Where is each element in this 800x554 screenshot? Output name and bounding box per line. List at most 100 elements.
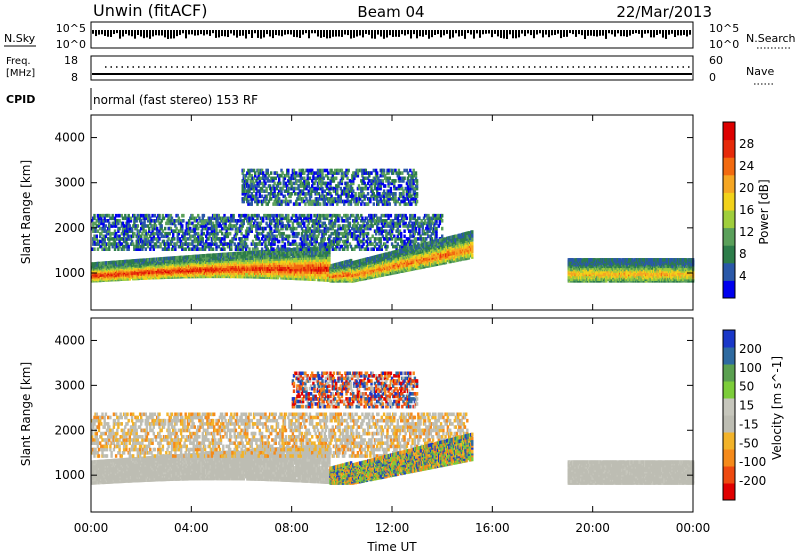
noise-bar [269,30,271,37]
freq-tick-bottom: 8 [71,71,78,84]
range-gate-cell [267,224,269,228]
noise-bar [212,30,214,33]
range-gate-cell [161,224,163,228]
noise-bar [641,30,643,38]
range-gate-cell [327,227,329,231]
noise-bar [113,30,115,34]
range-gate-cell [112,214,114,218]
range-gate-cell [369,237,371,241]
range-gate-cell [288,247,290,251]
range-gate-cell [425,237,427,241]
noise-bar [248,30,250,34]
range-gate-cell [173,237,175,241]
noise-bar [407,30,409,34]
range-gate-cell [283,232,285,236]
range-gate-cell [193,224,195,228]
noise-bar [95,30,97,36]
noise-bar [635,30,637,33]
range-gate-cell [99,227,101,231]
noise-bar [194,30,196,36]
range-gate-cell [106,247,108,251]
range-gate-cell [399,219,401,223]
range-gate-cell [162,247,164,251]
noise-bar [557,30,559,34]
noise-bar [176,30,178,36]
range-gate-cell [293,214,295,218]
range-gate-cell [403,229,405,233]
range-gate-cell [175,227,177,231]
range-gate-cell [124,214,126,218]
range-gate-cell [150,219,152,223]
range-gate-cell [296,245,298,249]
noise-bar [320,30,322,38]
noise-bar [116,30,118,33]
range-gate-cell [409,214,411,218]
noise-bar [284,30,286,35]
noise-bar [326,30,328,38]
range-gate-cell [189,222,191,226]
range-gate-cell [441,219,443,223]
range-gate-cell [258,232,260,236]
noise-bar [287,30,289,34]
range-gate-cell [213,224,215,228]
range-gate-cell [240,214,242,218]
noise-bar [356,30,358,37]
noise-bar [509,30,511,34]
range-gate-cell [145,224,147,228]
noise-bar [527,30,529,34]
noise-bar [362,30,364,37]
date-title: 22/Mar/2013 [616,3,712,21]
nave-label: Nave [746,65,774,78]
noise-bar [215,30,217,38]
range-gate-cell [254,219,256,223]
range-gate-cell [338,214,340,218]
freq-tick-top: 18 [64,54,78,67]
range-gate-cell [340,237,342,241]
range-gate-cell [418,217,420,221]
nsky-tick-bottom: 10^0 [56,38,86,51]
noise-bar [599,30,601,36]
noise-bar [305,30,307,33]
noise-bar [104,30,106,36]
noise-bar [671,30,673,34]
range-gate-cell [237,219,239,223]
range-gate-cell [441,227,443,231]
noise-bar [686,30,688,36]
noise-bar [398,30,400,37]
noise-bar [602,30,604,36]
range-gate-cell [289,242,291,246]
noise-bar [422,30,424,37]
noise-bar [197,30,199,35]
noise-bar [164,30,166,37]
range-gate-cell [319,229,321,233]
range-gate-cell [362,242,364,246]
range-gate-cell [122,217,124,221]
range-gate-cell [167,237,169,241]
noise-bar [131,30,133,36]
noise-bar [101,30,103,34]
range-gate-cell [203,232,205,236]
range-gate-cell [93,214,95,218]
range-gate-cell [276,235,278,239]
nsky-tick-top: 10^5 [56,22,86,35]
noise-bar [413,30,415,34]
range-gate-cell [441,214,443,218]
range-gate-cell [311,242,313,246]
range-gate-cell [295,214,297,218]
range-gate-cell [105,224,107,228]
noise-bar [92,30,94,34]
range-gate-cell [182,214,184,218]
noise-bar [137,30,139,35]
noise-bar [506,30,508,39]
noise-bar [227,30,229,37]
range-gate-cell [409,229,411,233]
noise-bar [575,30,577,37]
nsearch-label: N.Search [746,32,796,45]
range-gate-cell [188,247,190,251]
noise-bar [677,30,679,35]
noise-bar [341,30,343,37]
noise-bar [251,30,253,38]
range-gate-cell [293,227,295,231]
range-gate-cell [96,235,98,239]
noise-bar [260,30,262,39]
